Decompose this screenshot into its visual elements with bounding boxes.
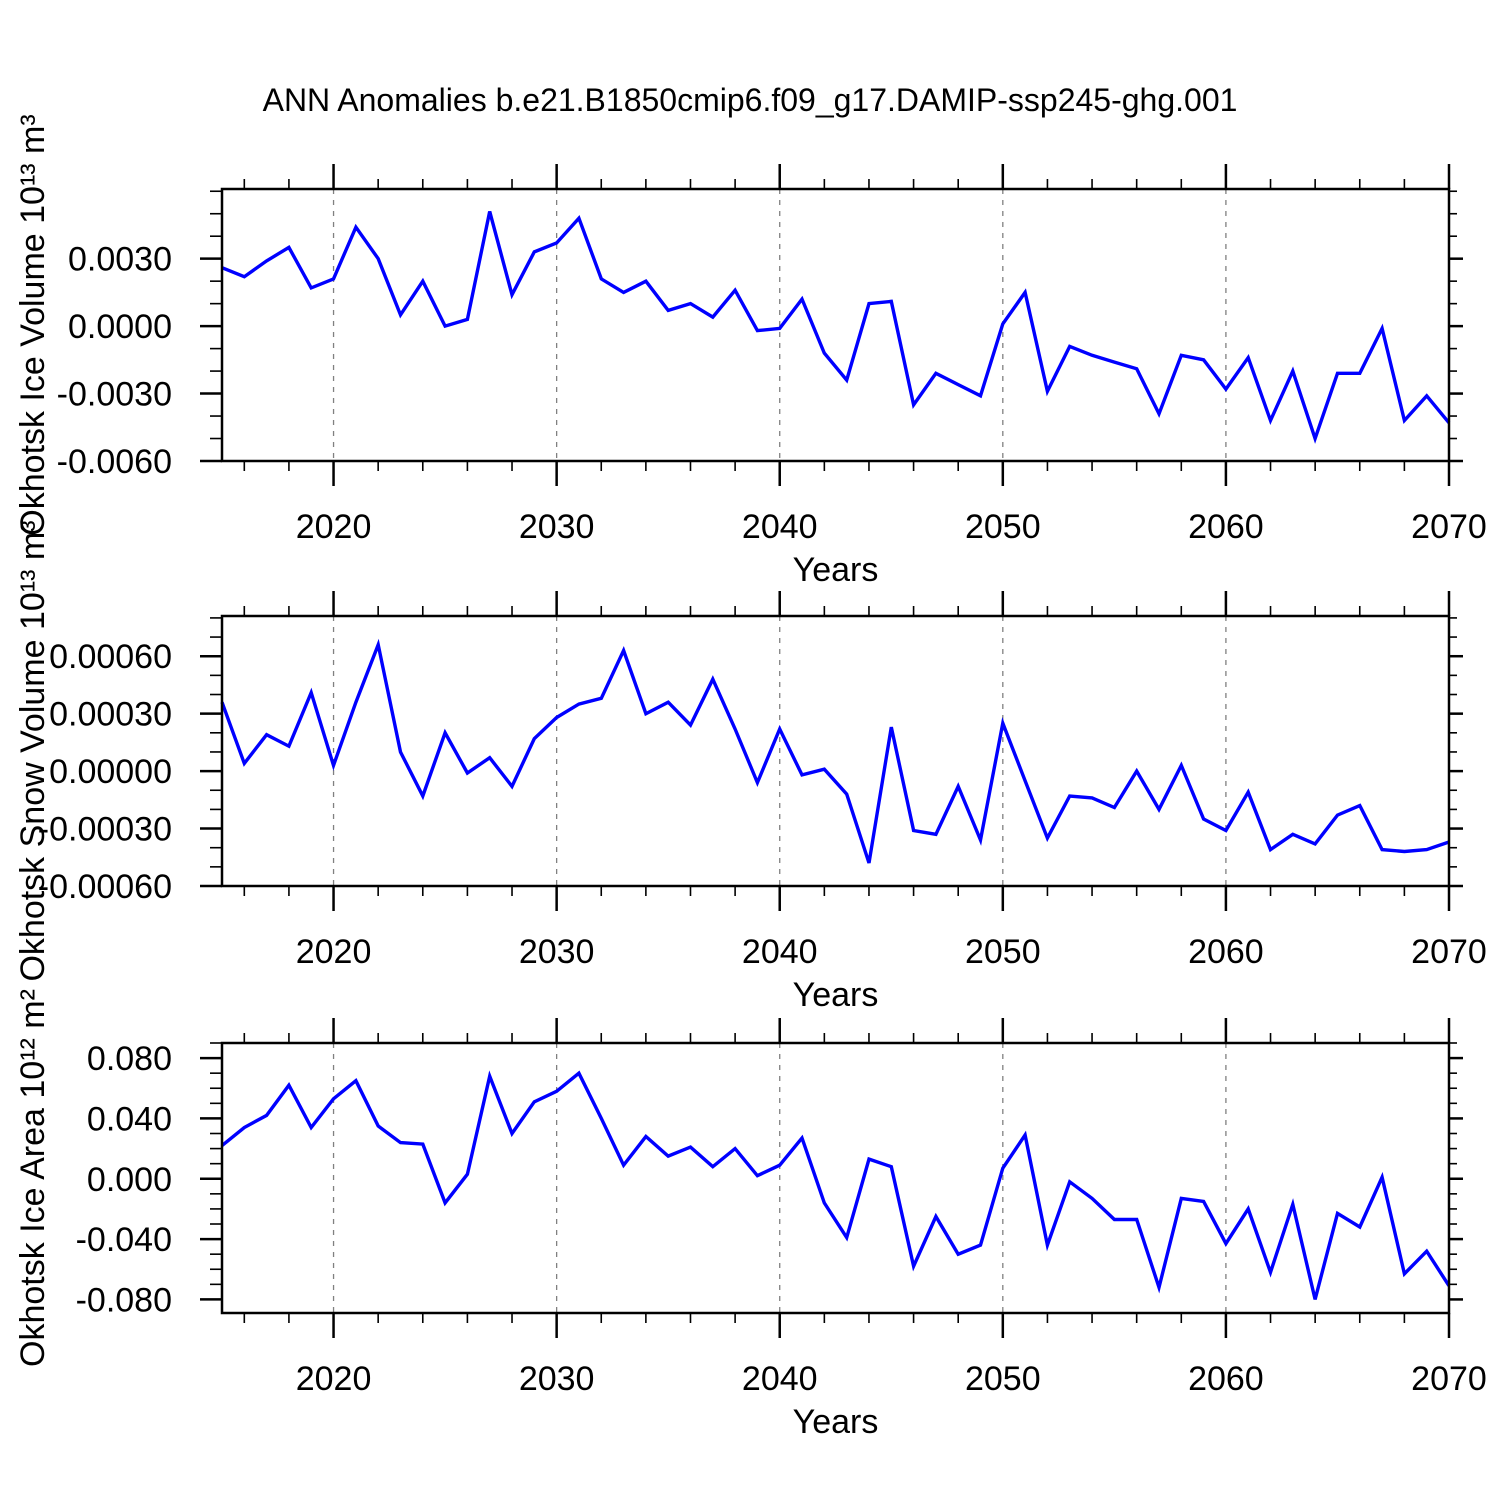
x-tick-label: 2030: [519, 1360, 595, 1398]
x-tick-label: 2070: [1411, 508, 1487, 546]
x-tick-label: 2050: [965, 933, 1041, 971]
x-tick-label: 2040: [742, 1360, 818, 1398]
plot-frame: [220, 187, 1451, 463]
y-tick-label: 0.00060: [49, 638, 172, 676]
x-tick-label: 2050: [965, 508, 1041, 546]
data-line-ice-area: [220, 1070, 1451, 1300]
y-tick-label: 0.00030: [49, 696, 172, 734]
y-tick-label: -0.00060: [38, 868, 172, 906]
y-tick-label: 0.0030: [68, 241, 172, 279]
x-tick-label: 2060: [1188, 1360, 1264, 1398]
y-tick-label: -0.00030: [38, 811, 172, 849]
y-tick-label: 0.000: [87, 1161, 172, 1199]
data-line-ice-volume: [221, 211, 1451, 444]
figure-title: ANN Anomalies b.e21.B1850cmip6.f09_g17.D…: [262, 82, 1238, 118]
chart-snow-volume: 2020 2030 2040 2050 2060 2070 0.00060 0.00030 0.…: [14, 520, 1487, 1014]
x-tick-label: 2040: [742, 508, 818, 546]
y-axis-title: Okhotsk Ice Volume 10¹³ m³: [14, 114, 52, 535]
x-tick-label: 2030: [519, 933, 595, 971]
y-axis-title: Okhotsk Snow Volume 10¹³ m³: [14, 520, 52, 981]
y-tick-label: 0.0000: [68, 308, 172, 346]
y-tick-label: -0.0030: [57, 376, 172, 414]
x-tick-label: 2060: [1188, 933, 1264, 971]
y-tick-label: 0.080: [87, 1040, 172, 1078]
x-tick-label: 2020: [296, 1360, 372, 1398]
x-axis-title: Years: [793, 551, 879, 589]
x-tick-label: 2020: [296, 508, 372, 546]
x-tick-label: 2060: [1188, 508, 1264, 546]
x-tick-label: 2070: [1411, 1360, 1487, 1398]
y-tick-label: -0.040: [76, 1221, 172, 1259]
y-tick-label: 0.040: [87, 1100, 172, 1138]
y-axis-title: Okhotsk Ice Area 10¹² m²: [14, 989, 52, 1367]
plot-frame: [220, 614, 1451, 888]
x-tick-label: 2030: [519, 508, 595, 546]
chart-ice-volume: 2020 2030 2040 2050 2060 2070 0.0030 0.0000 -0.0…: [14, 114, 1487, 589]
x-axis-title: Years: [793, 976, 879, 1014]
x-tick-label: 2070: [1411, 933, 1487, 971]
chart-ice-area: 2020 2030 2040 2050 2060 2070 0.080 0.040 0.000 -…: [14, 989, 1487, 1441]
data-line-snow-volume: [220, 638, 1450, 864]
x-tick-label: 2050: [965, 1360, 1041, 1398]
y-tick-label: 0.00000: [49, 753, 172, 791]
plot-frame: [220, 1041, 1451, 1315]
x-tick-label: 2040: [742, 933, 818, 971]
x-tick-label: 2020: [296, 933, 372, 971]
y-tick-label: -0.080: [76, 1281, 172, 1319]
y-tick-label: -0.0060: [57, 443, 172, 481]
x-axis-title: Years: [793, 1403, 879, 1441]
